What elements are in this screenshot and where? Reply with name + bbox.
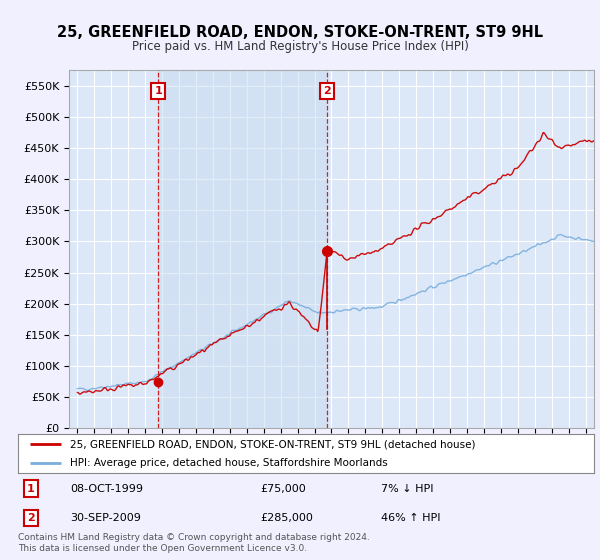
Text: £285,000: £285,000 <box>260 513 313 522</box>
Text: 25, GREENFIELD ROAD, ENDON, STOKE-ON-TRENT, ST9 9HL (detached house): 25, GREENFIELD ROAD, ENDON, STOKE-ON-TRE… <box>70 439 475 449</box>
Text: 46% ↑ HPI: 46% ↑ HPI <box>381 513 440 522</box>
Text: 08-OCT-1999: 08-OCT-1999 <box>70 484 143 493</box>
Text: Contains HM Land Registry data © Crown copyright and database right 2024.
This d: Contains HM Land Registry data © Crown c… <box>18 533 370 553</box>
Text: HPI: Average price, detached house, Staffordshire Moorlands: HPI: Average price, detached house, Staf… <box>70 458 388 468</box>
Text: 30-SEP-2009: 30-SEP-2009 <box>70 513 141 522</box>
Text: £75,000: £75,000 <box>260 484 305 493</box>
Text: 2: 2 <box>323 86 331 96</box>
Text: 1: 1 <box>27 484 35 493</box>
Text: Price paid vs. HM Land Registry's House Price Index (HPI): Price paid vs. HM Land Registry's House … <box>131 40 469 53</box>
Text: 25, GREENFIELD ROAD, ENDON, STOKE-ON-TRENT, ST9 9HL: 25, GREENFIELD ROAD, ENDON, STOKE-ON-TRE… <box>57 25 543 40</box>
Text: 1: 1 <box>154 86 162 96</box>
Text: 2: 2 <box>27 513 35 522</box>
Bar <box>158 70 327 428</box>
Text: 7% ↓ HPI: 7% ↓ HPI <box>381 484 433 493</box>
